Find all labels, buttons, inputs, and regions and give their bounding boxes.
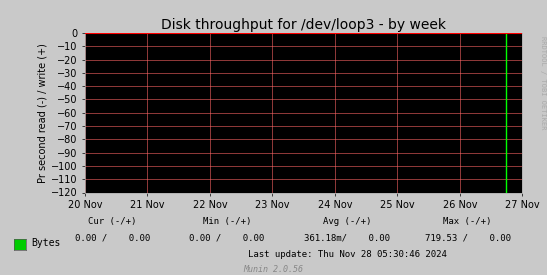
Text: Min (-/+): Min (-/+) <box>203 217 251 226</box>
Text: Cur (-/+): Cur (-/+) <box>88 217 136 226</box>
Text: Bytes: Bytes <box>31 238 61 248</box>
Y-axis label: Pr second read (-) / write (+): Pr second read (-) / write (+) <box>38 43 48 183</box>
Text: RRDTOOL / TOBI OETIKER: RRDTOOL / TOBI OETIKER <box>540 36 546 129</box>
Text: Munin 2.0.56: Munin 2.0.56 <box>243 265 304 274</box>
Text: Avg (-/+): Avg (-/+) <box>323 217 371 226</box>
Title: Disk throughput for /dev/loop3 - by week: Disk throughput for /dev/loop3 - by week <box>161 18 446 32</box>
Text: 0.00 /    0.00: 0.00 / 0.00 <box>189 234 265 243</box>
Text: Last update: Thu Nov 28 05:30:46 2024: Last update: Thu Nov 28 05:30:46 2024 <box>248 250 447 259</box>
Text: Max (-/+): Max (-/+) <box>444 217 492 226</box>
Text: 0.00 /    0.00: 0.00 / 0.00 <box>74 234 150 243</box>
Text: 361.18m/    0.00: 361.18m/ 0.00 <box>304 234 391 243</box>
Text: 719.53 /    0.00: 719.53 / 0.00 <box>424 234 511 243</box>
